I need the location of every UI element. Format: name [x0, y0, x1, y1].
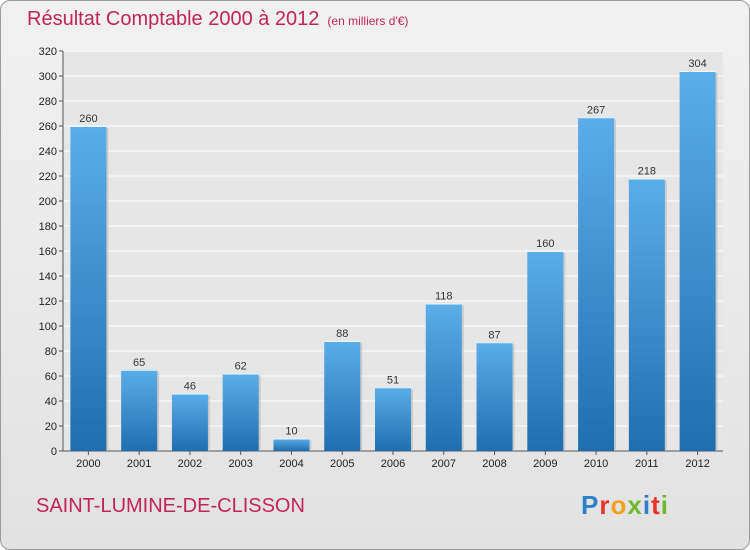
x-tick-label: 2002 [178, 458, 202, 470]
place-name: SAINT-LUMINE-DE-CLISSON [36, 495, 305, 517]
bar [121, 369, 158, 451]
x-tick-label: 2000 [76, 458, 100, 470]
data-label: 304 [688, 58, 706, 70]
y-tick-label: 0 [51, 446, 57, 458]
data-label: 88 [336, 328, 348, 340]
logo-letter: i [660, 490, 669, 520]
y-tick-label: 100 [39, 321, 57, 333]
y-tick-label: 180 [39, 221, 57, 233]
chart-subtitle: (en milliers d'€) [327, 14, 409, 28]
data-label: 87 [488, 329, 500, 341]
bar [70, 126, 107, 451]
x-tick-label: 2004 [279, 458, 303, 470]
bar [527, 251, 564, 451]
chart-title-text: Résultat Comptable 2000 à 2012 [27, 8, 320, 30]
bar [273, 438, 310, 451]
bar [375, 387, 411, 451]
x-tick-label: 2009 [533, 458, 557, 470]
data-label: 65 [133, 357, 145, 369]
y-tick-label: 40 [45, 396, 57, 408]
logo-letter: t [651, 490, 661, 520]
y-tick-label: 60 [45, 371, 57, 383]
y-tick-label: 160 [39, 246, 57, 258]
y-tick-label: 320 [39, 46, 57, 58]
bar [628, 178, 665, 451]
data-label: 118 [435, 291, 453, 303]
y-tick-label: 220 [39, 171, 57, 183]
logo-letter: r [599, 490, 611, 520]
data-label: 260 [79, 113, 97, 125]
x-tick-label: 2010 [584, 458, 608, 470]
bar [578, 117, 615, 451]
y-tick-label: 140 [39, 271, 57, 283]
bar [476, 342, 513, 451]
data-label: 10 [285, 426, 297, 438]
data-label: 267 [587, 104, 605, 116]
bar [222, 373, 259, 451]
data-label: 218 [638, 166, 656, 178]
y-tick-label: 80 [45, 346, 57, 358]
y-tick-label: 20 [45, 421, 57, 433]
data-label: 46 [184, 381, 196, 393]
bar [324, 341, 361, 451]
y-tick-label: 260 [39, 121, 57, 133]
data-label: 51 [387, 374, 399, 386]
proxiti-logo: Proxiti [581, 490, 669, 521]
y-tick-label: 120 [39, 296, 57, 308]
data-label: 62 [235, 361, 247, 373]
x-tick-label: 2012 [685, 458, 709, 470]
bar [425, 303, 462, 451]
logo-letter: x [627, 490, 643, 520]
y-tick-label: 280 [39, 96, 57, 108]
chart-title: Résultat Comptable 2000 à 2012 (en millie… [27, 8, 408, 31]
x-tick-label: 2008 [482, 458, 506, 470]
logo-letter: i [642, 490, 652, 520]
x-tick-label: 2003 [228, 458, 252, 470]
logo-letter: o [610, 490, 628, 520]
logo-letter: P [581, 490, 600, 520]
bar [679, 71, 716, 451]
y-tick-label: 300 [39, 71, 57, 83]
x-tick-label: 2005 [330, 458, 354, 470]
y-tick-label: 200 [39, 196, 57, 208]
y-tick-label: 240 [39, 146, 57, 158]
x-tick-label: 2007 [432, 458, 456, 470]
data-label: 160 [536, 238, 554, 250]
x-tick-label: 2011 [635, 458, 659, 470]
x-tick-label: 2006 [381, 458, 405, 470]
x-tick-label: 2001 [127, 458, 151, 470]
bar [171, 393, 208, 451]
